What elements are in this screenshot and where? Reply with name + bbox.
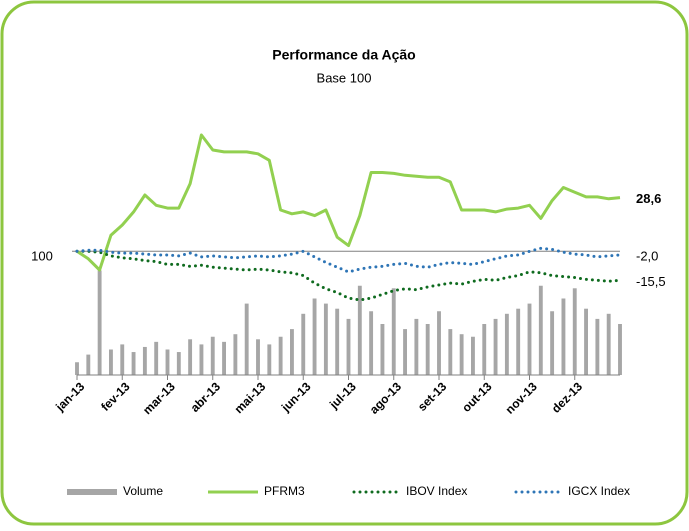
- volume-bar: [267, 344, 272, 375]
- volume-bar: [142, 346, 147, 375]
- volume-bar: [403, 329, 408, 375]
- volume-bar: [448, 329, 453, 375]
- volume-bar: [414, 318, 419, 375]
- chart-subtitle: Base 100: [317, 70, 372, 85]
- volume-bar: [131, 352, 136, 375]
- volume-bar: [437, 311, 441, 375]
- volume-bar: [210, 336, 215, 375]
- legend-label: Volume: [123, 484, 163, 498]
- volume-bar: [561, 298, 566, 375]
- volume-bar: [165, 349, 170, 375]
- volume-bar: [108, 349, 113, 375]
- volume-bar: [538, 285, 543, 375]
- volume-bar: [572, 288, 577, 375]
- volume-bar: [154, 341, 159, 375]
- volume-bar: [244, 303, 249, 375]
- volume-bar: [606, 313, 611, 375]
- volume-bar: [425, 324, 430, 375]
- volume-bar: [188, 339, 193, 375]
- series-line: [75, 246, 622, 274]
- volume-bar: [289, 329, 294, 375]
- volume-bar: [493, 318, 498, 375]
- legend-swatch: [67, 489, 117, 495]
- volume-bar: [516, 308, 521, 375]
- volume-bar: [527, 303, 532, 375]
- volume-bar: [312, 298, 317, 375]
- volume-bar: [97, 270, 102, 375]
- volume-bar: [369, 311, 374, 375]
- volume-bar: [120, 344, 125, 375]
- legend-label: PFRM3: [264, 484, 305, 498]
- volume-bar: [550, 311, 555, 375]
- volume-bar: [323, 303, 328, 375]
- volume-bar: [233, 334, 238, 375]
- volume-bar: [86, 354, 91, 375]
- legend-label: IGCX Index: [568, 484, 630, 498]
- volume-bar: [357, 285, 362, 375]
- volume-bar: [459, 334, 464, 375]
- volume-bar: [176, 352, 181, 375]
- volume-bar: [391, 288, 396, 375]
- volume-bar: [584, 308, 589, 375]
- end-label: -15,5: [636, 274, 666, 289]
- volume-bar: [75, 362, 79, 375]
- volume-bar: [199, 344, 204, 375]
- volume-bar: [618, 324, 622, 375]
- y-tick-label: 100: [31, 249, 53, 264]
- end-label: -2,0: [636, 248, 658, 263]
- volume-bar: [256, 339, 260, 375]
- volume-bar: [595, 318, 600, 375]
- volume-bar: [346, 318, 351, 375]
- volume-bar: [482, 324, 487, 375]
- volume-bar: [470, 336, 475, 375]
- chart-title: Performance da Ação: [272, 47, 415, 63]
- volume-bar: [301, 313, 306, 375]
- legend-label: IBOV Index: [406, 484, 467, 498]
- volume-bar: [380, 324, 385, 375]
- volume-bar: [278, 336, 283, 375]
- volume-bar: [335, 308, 340, 375]
- volume-bar: [504, 313, 509, 375]
- end-label: 28,6: [636, 191, 661, 206]
- series-line: [76, 133, 621, 272]
- volume-bar: [222, 341, 227, 375]
